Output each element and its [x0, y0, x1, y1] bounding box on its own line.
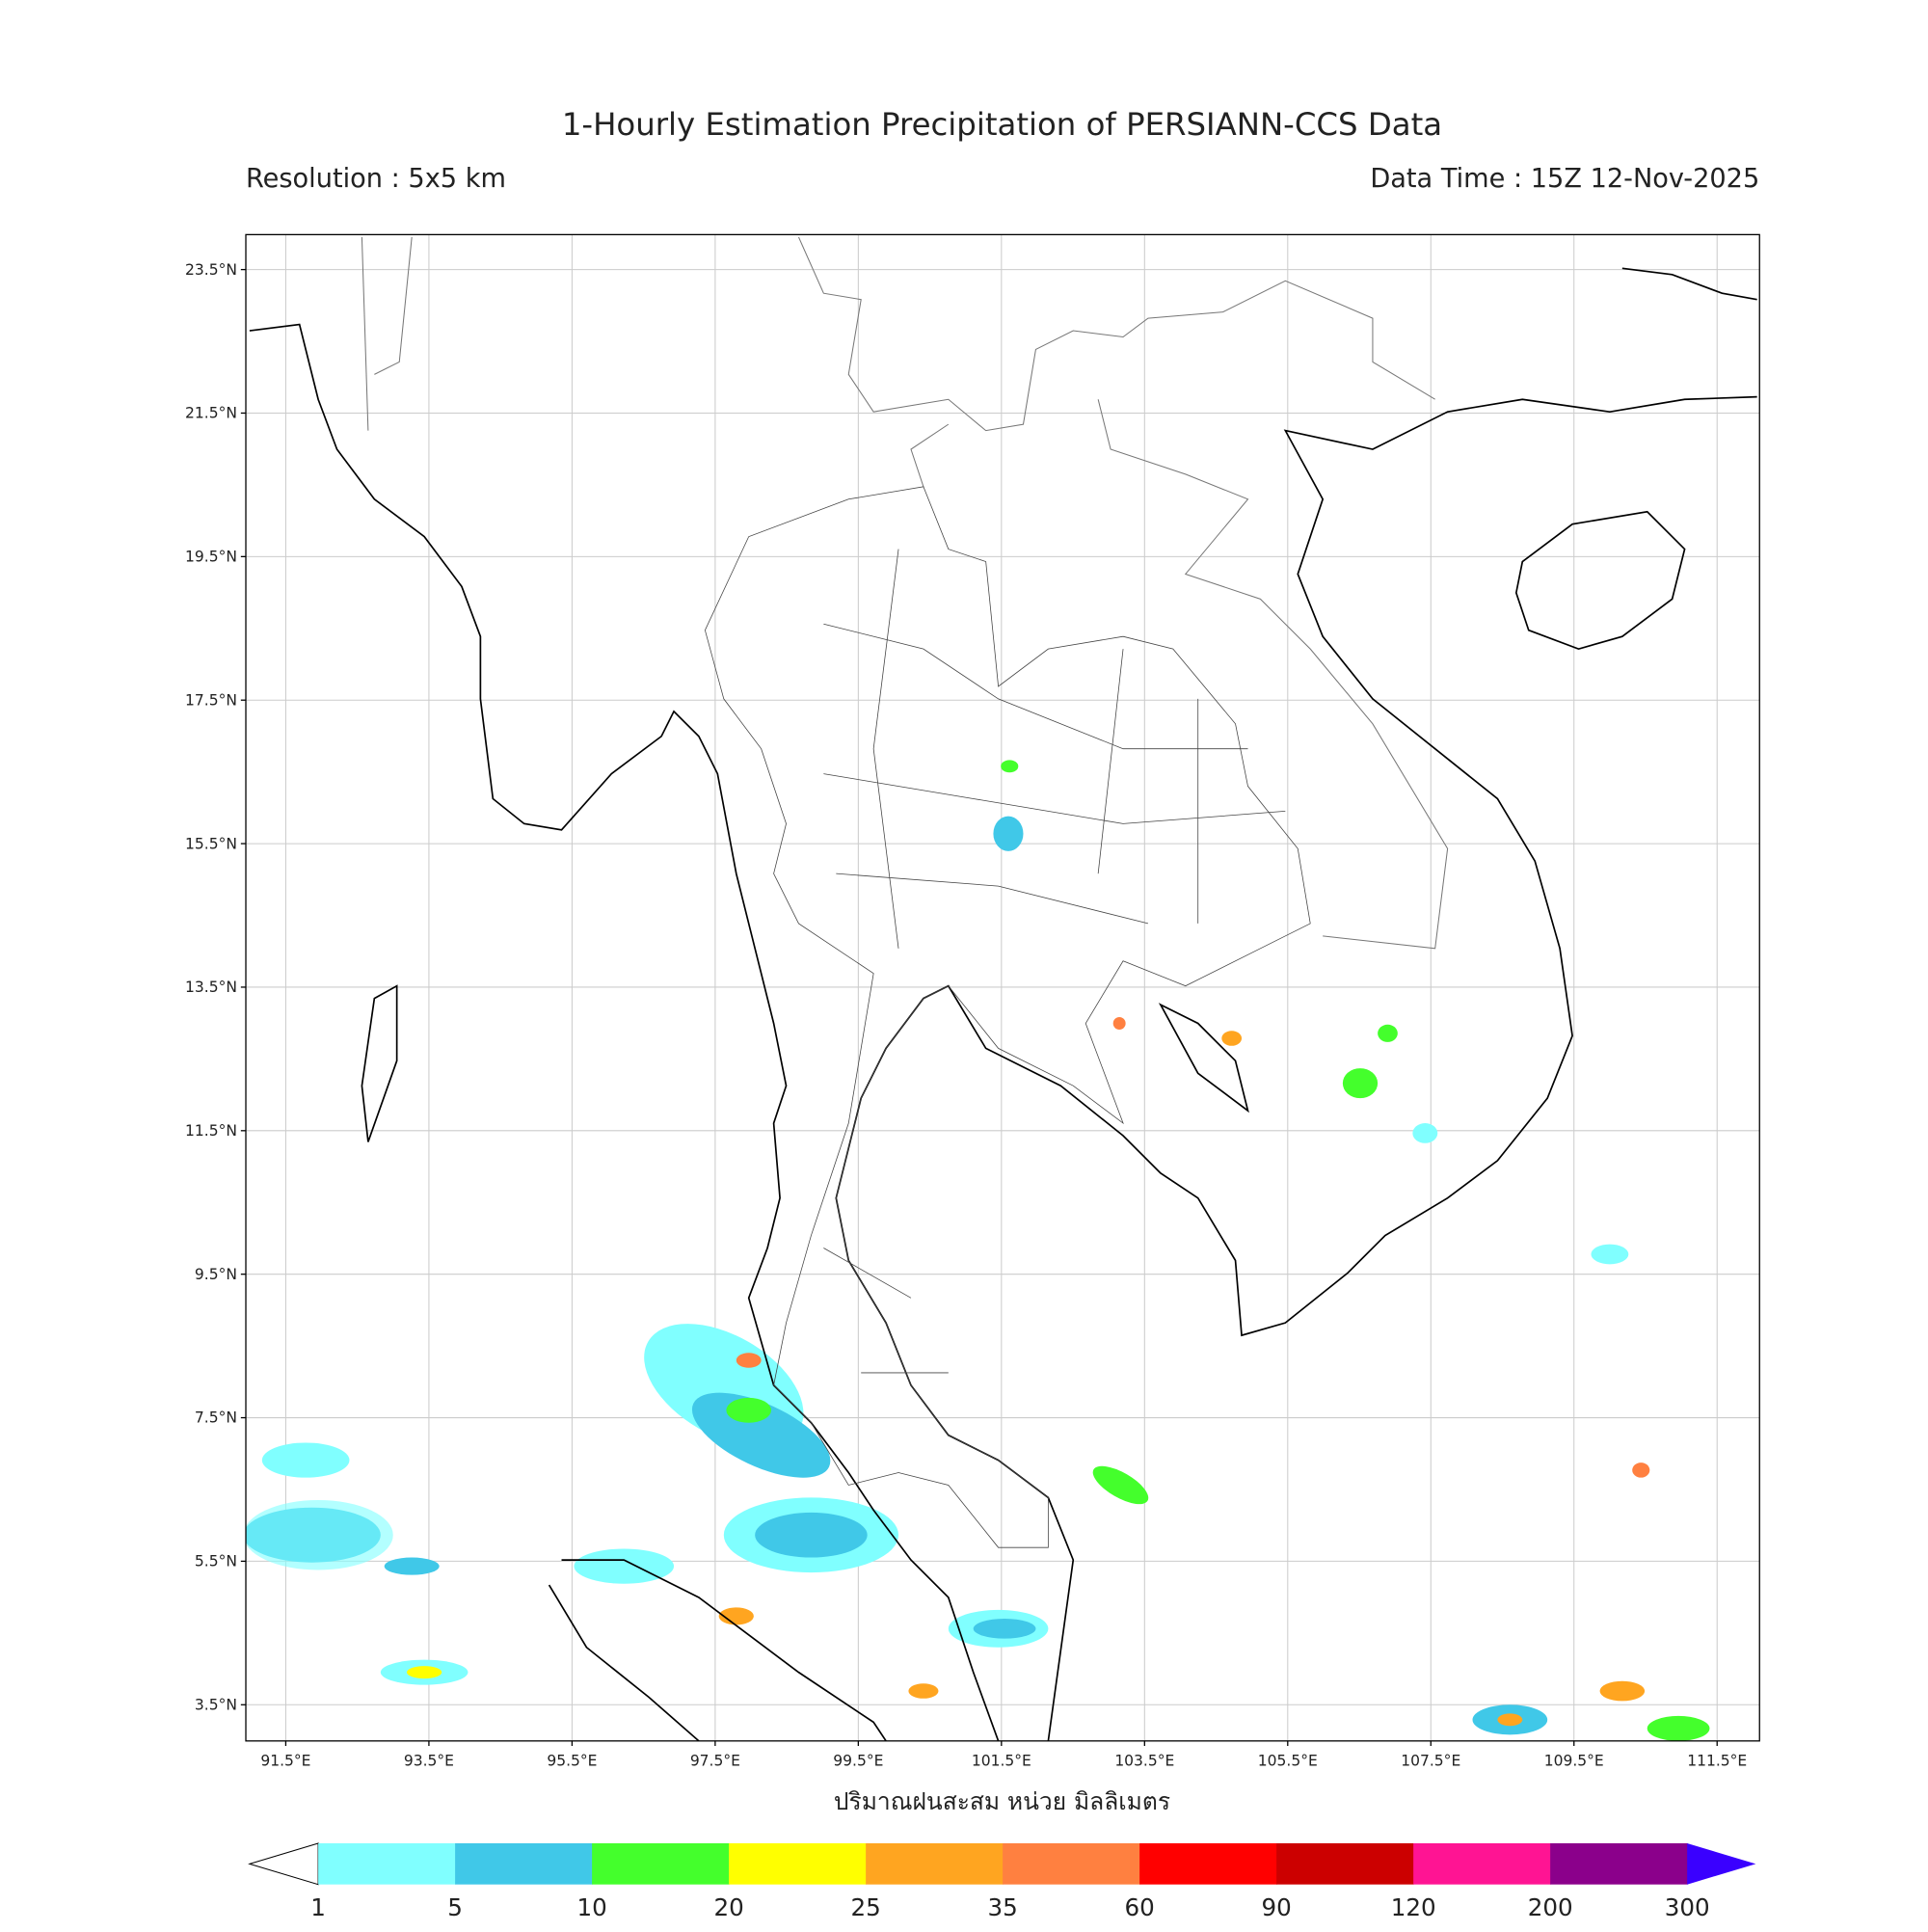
resolution: Resolution : 5x5 km — [246, 164, 506, 194]
thailand-provinces — [704, 486, 1311, 1548]
lon-label: 99.5°E — [833, 1753, 883, 1770]
colorbar-segment — [592, 1842, 730, 1885]
colorbar-over — [1687, 1842, 1756, 1885]
precipitation — [246, 760, 1710, 1741]
lat-label: 9.5°N — [195, 1266, 237, 1283]
lon-label: 91.5°E — [260, 1753, 310, 1770]
colorbar-label: 120 — [1391, 1893, 1436, 1921]
lat-label: 11.5°N — [185, 1122, 237, 1140]
lon-label: 105.5°E — [1258, 1753, 1318, 1770]
colorbar-label: 20 — [713, 1893, 743, 1921]
lon-label: 103.5°E — [1114, 1753, 1174, 1770]
x-axis-label: ปริมาณฝนสะสม หน่วย มิลลิเมตร — [834, 1787, 1170, 1815]
colorbar-segment — [1413, 1842, 1551, 1885]
title: 1-Hourly Estimation Precipitation of PER… — [562, 106, 1442, 143]
colorbar-label: 60 — [1124, 1893, 1154, 1921]
data-time: Data Time : 15Z 12-Nov-2025 — [1370, 164, 1759, 194]
colorbar-segment — [866, 1842, 1004, 1885]
lon-label: 111.5°E — [1687, 1753, 1747, 1770]
colorbar-label: 10 — [576, 1893, 606, 1921]
colorbar-segment — [455, 1842, 593, 1885]
lat-label: 17.5°N — [185, 691, 237, 709]
lat-label: 23.5°N — [185, 261, 237, 279]
lon-label: 95.5°E — [547, 1753, 597, 1770]
colorbar-label: 200 — [1528, 1893, 1573, 1921]
borders — [361, 236, 1449, 950]
lon-label: 97.5°E — [690, 1753, 740, 1770]
colorbar-segment — [1139, 1842, 1277, 1885]
lat-label: 15.5°N — [185, 835, 237, 852]
map-frame — [245, 233, 1760, 1742]
colorbar-segment — [729, 1842, 867, 1885]
lon-label: 109.5°E — [1544, 1753, 1604, 1770]
colorbar-label: 300 — [1665, 1893, 1710, 1921]
lat-label: 3.5°N — [195, 1696, 237, 1713]
colorbar-segment — [1003, 1842, 1140, 1885]
lat-label: 19.5°N — [185, 549, 237, 566]
lon-label: 107.5°E — [1401, 1753, 1460, 1770]
map-layer — [246, 236, 1757, 1741]
grid — [240, 234, 1760, 1747]
colorbar-label: 1 — [310, 1893, 326, 1921]
lon-label: 101.5°E — [972, 1753, 1031, 1770]
lon-label: 93.5°E — [404, 1753, 454, 1770]
colorbar-label: 35 — [987, 1893, 1017, 1921]
colorbar-label: 90 — [1262, 1893, 1292, 1921]
lat-label: 5.5°N — [195, 1553, 237, 1570]
colorbar: 1 5 10 20 25 35 60 90 120 200 300 — [248, 1842, 1756, 1921]
lat-label: 7.5°N — [195, 1409, 237, 1427]
colorbar-segment — [1276, 1842, 1414, 1885]
lat-label: 13.5°N — [185, 979, 237, 996]
lat-label: 21.5°N — [185, 405, 237, 422]
colorbar-segment — [318, 1842, 456, 1885]
coastlines — [249, 267, 1757, 1741]
colorbar-segment — [1550, 1842, 1688, 1885]
colorbar-label: 25 — [850, 1893, 880, 1921]
colorbar-label: 5 — [447, 1893, 463, 1921]
colorbar-under — [248, 1842, 319, 1886]
